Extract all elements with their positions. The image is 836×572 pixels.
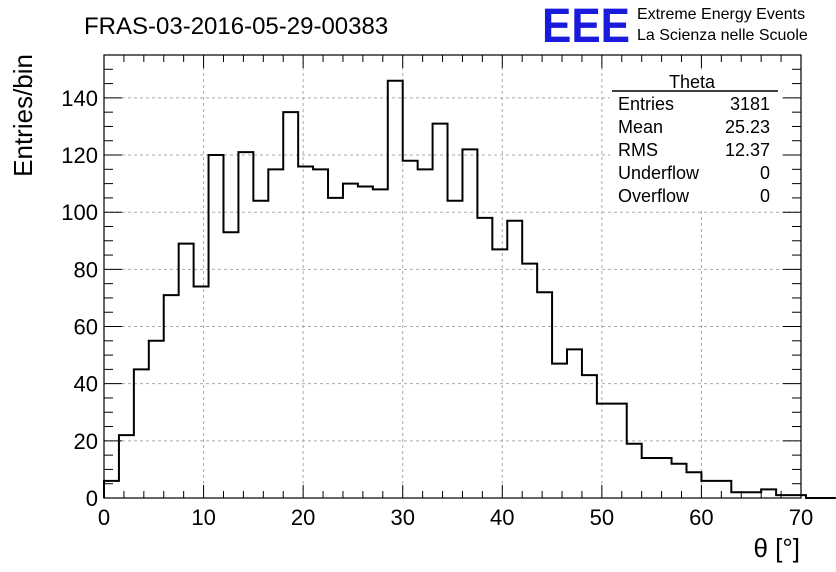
chart-title: FRAS-03-2016-05-29-00383: [84, 13, 388, 40]
x-tick-label: 30: [390, 505, 414, 530]
y-tick-label: 140: [61, 86, 98, 111]
y-tick-label: 40: [74, 372, 98, 397]
y-tick-label: 80: [74, 257, 98, 282]
stats-row-label: Overflow: [618, 186, 690, 206]
stats-row-label: Underflow: [618, 163, 700, 183]
x-tick-label: 20: [291, 505, 315, 530]
stats-row-label: Mean: [618, 117, 663, 137]
y-tick-label: 60: [74, 315, 98, 340]
y-tick-label: 20: [74, 429, 98, 454]
stats-row-value: 3181: [730, 94, 770, 114]
y-tick-label: 0: [86, 486, 98, 511]
x-tick-label: 60: [689, 505, 713, 530]
logo-mark: EEE: [542, 0, 630, 53]
stats-row-value: 25.23: [725, 117, 770, 137]
stats-box-background: [610, 72, 780, 210]
stats-box: Theta Entries 3181 Mean 25.23 RMS 12.37 Underf…: [610, 72, 780, 210]
stats-row-label: Entries: [618, 94, 674, 114]
eee-logo: EEE Extreme Energy Events La Scienza nel…: [542, 0, 808, 53]
x-tick-label: 70: [789, 505, 813, 530]
x-tick-label: 0: [98, 505, 110, 530]
histogram-line: [103, 79, 836, 499]
x-tick-label: 40: [490, 505, 514, 530]
y-axis-label: Entries/bin: [8, 54, 38, 177]
x-tick-label: 50: [590, 505, 614, 530]
stats-row-label: RMS: [618, 140, 658, 160]
x-axis-label: θ [°]: [753, 533, 800, 563]
axis-ticks: [103, 54, 802, 499]
stats-row-value: 0: [760, 163, 770, 183]
stats-row-value: 12.37: [725, 140, 770, 160]
y-tick-label: 120: [61, 143, 98, 168]
logo-line-2: La Scienza nelle Scuole: [637, 27, 808, 44]
x-tick-label: 10: [191, 505, 215, 530]
y-tick-label: 100: [61, 200, 98, 225]
y-tick-labels: 0 20 40 60 80 100 120 140: [61, 86, 98, 511]
logo-line-1: Extreme Energy Events: [637, 6, 805, 23]
stats-rows: Entries 3181 Mean 25.23 RMS 12.37 Underflow 0 Ov…: [618, 94, 770, 206]
stats-title: Theta: [669, 72, 716, 92]
x-tick-labels: 0 10 20 30 40 50 60 70: [98, 505, 813, 530]
stats-row-value: 0: [760, 186, 770, 206]
plot-frame: [103, 54, 802, 499]
